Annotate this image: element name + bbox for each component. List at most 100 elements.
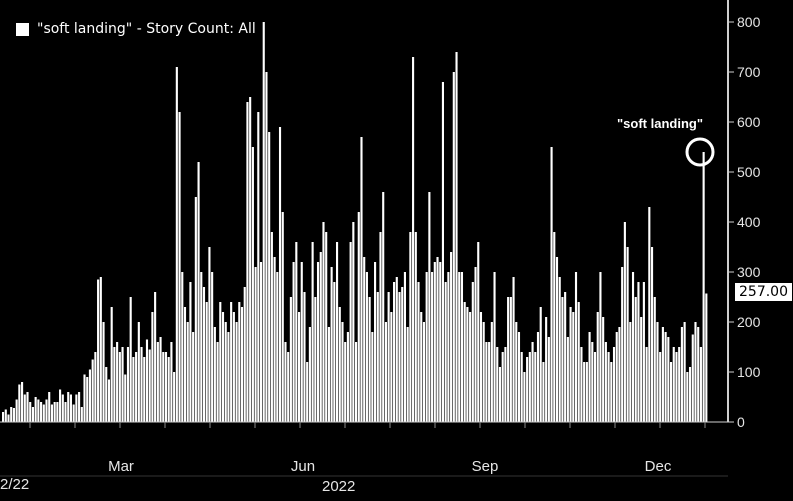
bar <box>588 332 591 422</box>
y-tick-label: 300 <box>737 264 761 280</box>
bar <box>683 322 686 422</box>
bar <box>91 359 94 422</box>
bar <box>450 252 453 422</box>
bar <box>221 312 225 422</box>
bar <box>23 394 26 422</box>
bar <box>192 332 195 422</box>
bar <box>292 262 295 422</box>
bar <box>460 272 464 422</box>
bar <box>593 352 597 422</box>
bar <box>648 207 651 422</box>
bar <box>42 404 45 422</box>
y-tick-label: 800 <box>737 14 761 30</box>
bar <box>672 347 675 422</box>
bar <box>287 352 290 422</box>
bar <box>327 327 330 422</box>
bar <box>254 267 257 422</box>
bar <box>705 293 708 422</box>
bar <box>78 392 81 422</box>
bar <box>515 322 518 422</box>
bar <box>697 327 700 422</box>
bar <box>667 337 670 422</box>
bar <box>110 307 113 422</box>
bar <box>314 297 317 422</box>
bar <box>227 332 230 422</box>
bar <box>333 282 336 422</box>
bar <box>509 297 512 422</box>
bar <box>124 374 127 422</box>
bar <box>10 407 13 422</box>
bar <box>50 404 53 422</box>
bar <box>159 337 162 422</box>
annotation-circle <box>685 137 715 167</box>
bar <box>194 197 197 422</box>
bar <box>583 362 586 422</box>
bar <box>346 332 349 422</box>
bar <box>59 389 62 422</box>
bar <box>493 272 496 422</box>
bar <box>444 282 447 422</box>
bar <box>365 272 368 422</box>
bar <box>45 399 48 422</box>
y-tick-label: 700 <box>737 64 761 80</box>
bar <box>669 362 673 422</box>
bar <box>512 277 515 422</box>
bar <box>34 397 37 422</box>
bar <box>436 257 439 422</box>
bar <box>615 332 618 422</box>
bar <box>659 352 662 422</box>
bar <box>604 342 607 422</box>
bar <box>523 372 526 422</box>
bar <box>97 279 100 422</box>
bar <box>308 327 311 422</box>
bar <box>270 232 273 422</box>
bar <box>26 392 29 422</box>
bar <box>303 292 306 422</box>
bar <box>479 312 483 422</box>
bar <box>118 352 121 422</box>
bar <box>306 362 309 422</box>
bar <box>488 342 491 422</box>
bar <box>316 262 320 422</box>
bar <box>300 262 303 422</box>
bar <box>637 282 640 422</box>
bar <box>550 147 553 422</box>
bar <box>466 307 469 422</box>
bar <box>175 67 178 422</box>
bar <box>577 302 580 422</box>
bar <box>618 327 621 422</box>
bar <box>599 272 602 422</box>
bar <box>574 272 578 422</box>
bar <box>200 272 203 422</box>
bar <box>379 232 382 422</box>
bar <box>338 307 341 422</box>
bar <box>482 322 485 422</box>
legend-swatch <box>16 22 29 36</box>
bar <box>205 302 208 422</box>
bar <box>352 222 355 422</box>
bar <box>390 312 393 422</box>
bar <box>371 332 374 422</box>
year-label: 2022 <box>322 478 356 495</box>
bar <box>322 222 325 422</box>
bar-series <box>2 22 708 422</box>
bar <box>555 257 559 422</box>
bar <box>116 342 119 422</box>
bar <box>289 297 292 422</box>
bar <box>376 292 379 422</box>
bar <box>580 347 583 422</box>
bar <box>409 232 412 422</box>
bar <box>382 192 385 422</box>
bar <box>213 327 216 422</box>
x-tick-label: Jun <box>291 458 315 475</box>
bar <box>656 322 659 422</box>
bar <box>186 322 189 422</box>
bar <box>151 312 154 422</box>
bar <box>675 352 678 422</box>
bar <box>278 127 282 422</box>
x-tick-label: Mar <box>108 458 134 475</box>
bar <box>240 307 244 422</box>
bar <box>507 297 510 422</box>
bar <box>297 312 301 422</box>
